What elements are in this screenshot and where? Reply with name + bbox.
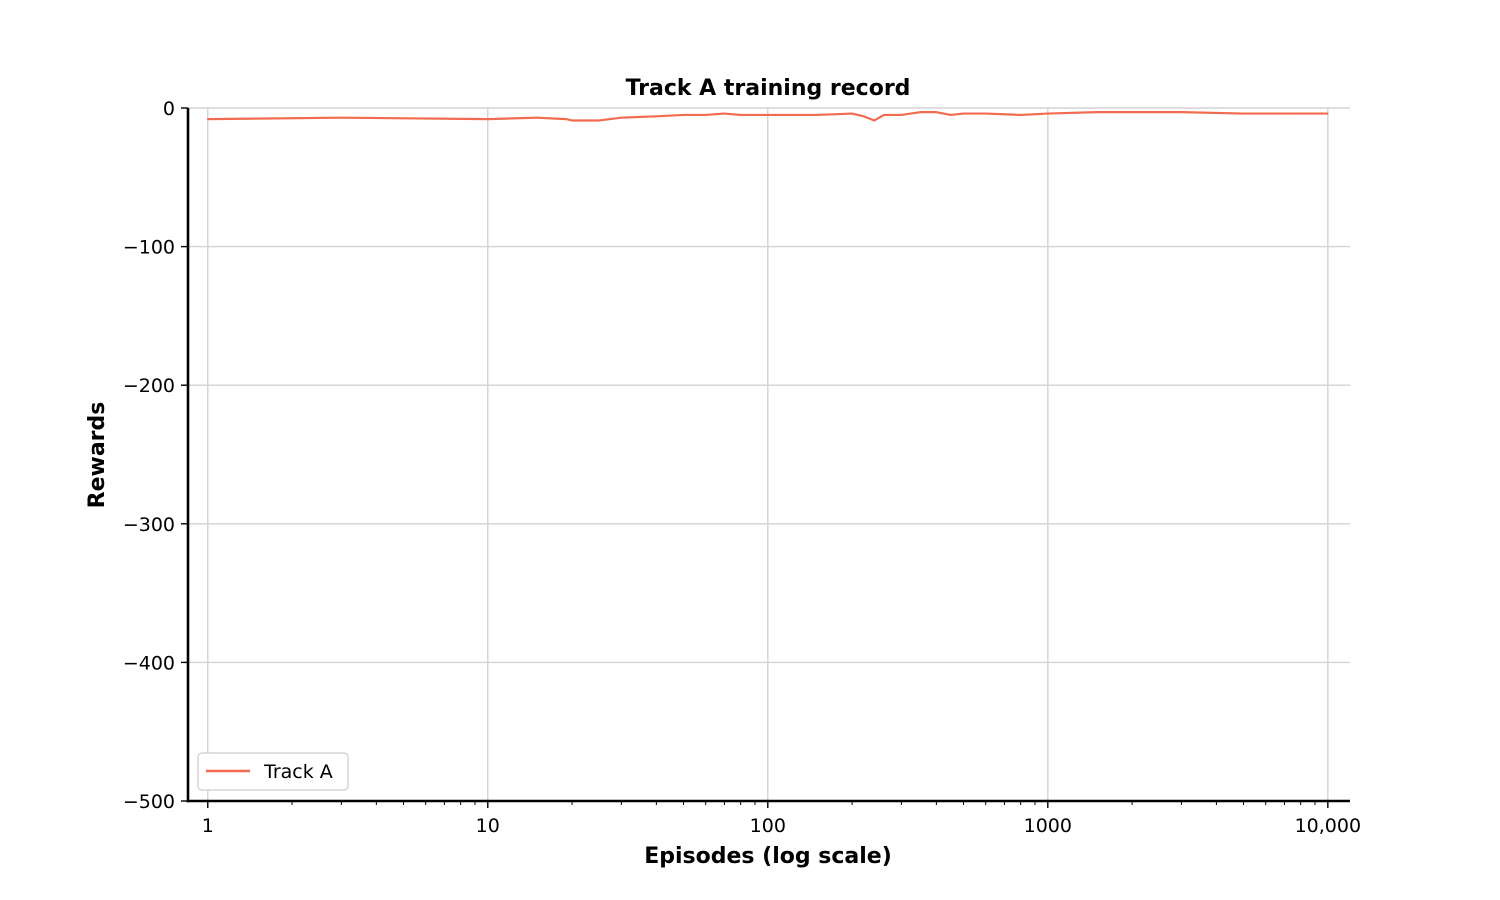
series-point [1019, 114, 1022, 116]
series-point [704, 114, 707, 116]
x-axis-label: Episodes (log scale) [644, 844, 892, 869]
series-point [1283, 112, 1286, 115]
y-tick-label: −400 [123, 652, 175, 674]
series-point [1180, 111, 1183, 113]
series-point [486, 118, 489, 120]
series-point [571, 119, 573, 122]
y-tick-label: −200 [123, 375, 175, 397]
series-point [340, 116, 343, 119]
series-point [536, 116, 538, 119]
series-point [862, 115, 865, 118]
series-point [962, 112, 965, 115]
grid-lines [188, 107, 1350, 802]
series-point [206, 118, 209, 120]
x-tick-label: 10 [476, 815, 500, 837]
series-point [565, 118, 567, 120]
series-point [816, 114, 818, 116]
series-point [655, 115, 658, 118]
series-point [598, 119, 601, 122]
y-axis-label: Rewards [85, 402, 110, 509]
y-tick-label: −100 [123, 237, 175, 259]
series-point [1242, 112, 1245, 115]
series-point [935, 111, 938, 113]
x-tick-label: 1 [202, 815, 214, 837]
y-tick-label: −500 [123, 791, 175, 813]
legend-label-track-a: Track A [263, 761, 333, 783]
series-point [949, 114, 952, 116]
chart-title: Track A training record [626, 76, 911, 101]
series-point [1047, 112, 1049, 115]
series-point [883, 114, 885, 116]
legend: Track A [197, 752, 349, 791]
series-point [682, 114, 685, 116]
series-point [1327, 112, 1329, 115]
axis-ticks: 1 10 100 1000 10,000 0 −100 −200 −300 −400 −500 [123, 98, 1361, 837]
series-point [767, 114, 769, 116]
series-point [723, 112, 726, 115]
y-tick-label: 0 [163, 98, 175, 120]
series-point [919, 111, 921, 113]
legend-box [197, 752, 349, 791]
x-tick-label: 100 [750, 815, 786, 837]
y-tick-label: −300 [123, 514, 175, 536]
series-point [900, 114, 903, 116]
x-tick-label: 10,000 [1295, 815, 1361, 837]
series-point [1096, 111, 1098, 113]
series-layer [206, 111, 1329, 122]
series-point [851, 112, 853, 115]
series-point [873, 119, 876, 122]
series-point [620, 116, 623, 119]
x-tick-label: 1000 [1024, 815, 1072, 837]
series-point [739, 114, 742, 116]
series-point [984, 112, 987, 115]
series-point [1131, 111, 1133, 113]
